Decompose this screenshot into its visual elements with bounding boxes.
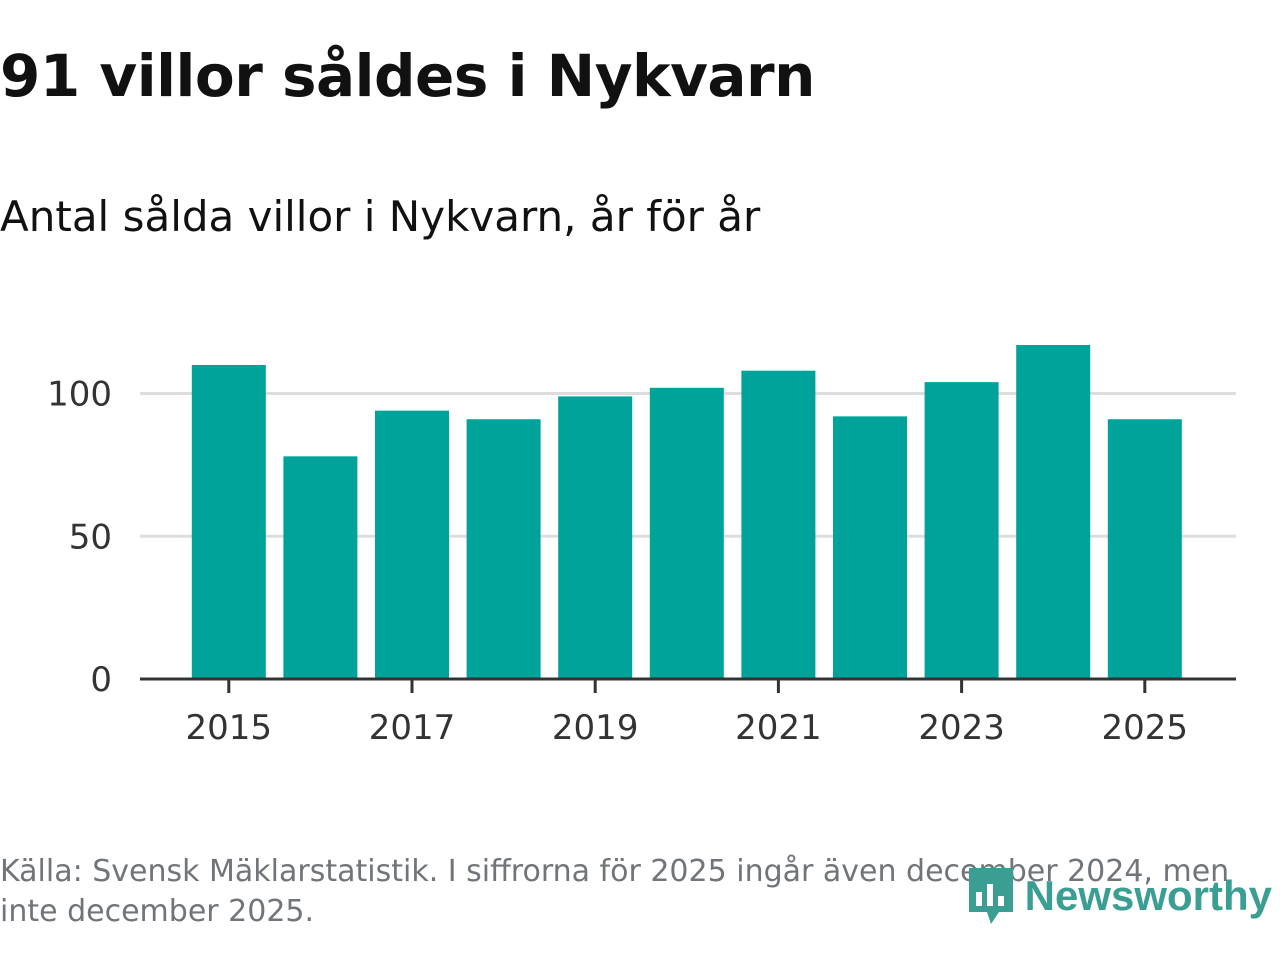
bar-2020	[649, 387, 724, 679]
x-tick-label-2017: 2017	[369, 708, 456, 748]
brand-name: Newsworthy	[1024, 872, 1272, 919]
source-note: Källa: Svensk Mäklarstatistik. I siffror…	[0, 854, 1230, 929]
bar-2015	[191, 364, 266, 679]
y-tick-label-50: 50	[69, 517, 112, 557]
brand-logo: Newsworthy	[965, 864, 1272, 928]
chart-title: 91 villor såldes i Nykvarn	[0, 42, 815, 110]
y-tick-label-0: 0	[90, 660, 112, 700]
bar-2023	[924, 382, 999, 679]
newsworthy-logo-icon	[968, 868, 1013, 924]
bar-2021	[741, 370, 816, 679]
x-tick-label-2025: 2025	[1102, 708, 1189, 748]
bars	[191, 345, 1182, 679]
bar-2025	[1107, 419, 1182, 679]
bar-2016	[283, 456, 358, 679]
bar-2019	[558, 396, 633, 679]
bar-2022	[833, 416, 907, 679]
y-tick-label-100: 100	[47, 375, 112, 415]
bar-chart: 0 50 100 2015 2017 2019 2021 2023 2025	[47, 345, 1236, 748]
chart-subtitle: Antal sålda villor i Nykvarn, år för år	[0, 192, 761, 241]
x-tick-label-2015: 2015	[186, 708, 273, 748]
bar-2018	[466, 419, 541, 679]
x-tick-label-2021: 2021	[735, 708, 822, 748]
axes: 0 50 100 2015 2017 2019 2021 2023 2025	[47, 375, 1236, 748]
x-tick-label-2019: 2019	[552, 708, 639, 748]
bar-2024	[1016, 345, 1091, 679]
bar-2017	[375, 410, 449, 679]
x-tick-label-2023: 2023	[918, 708, 1005, 748]
